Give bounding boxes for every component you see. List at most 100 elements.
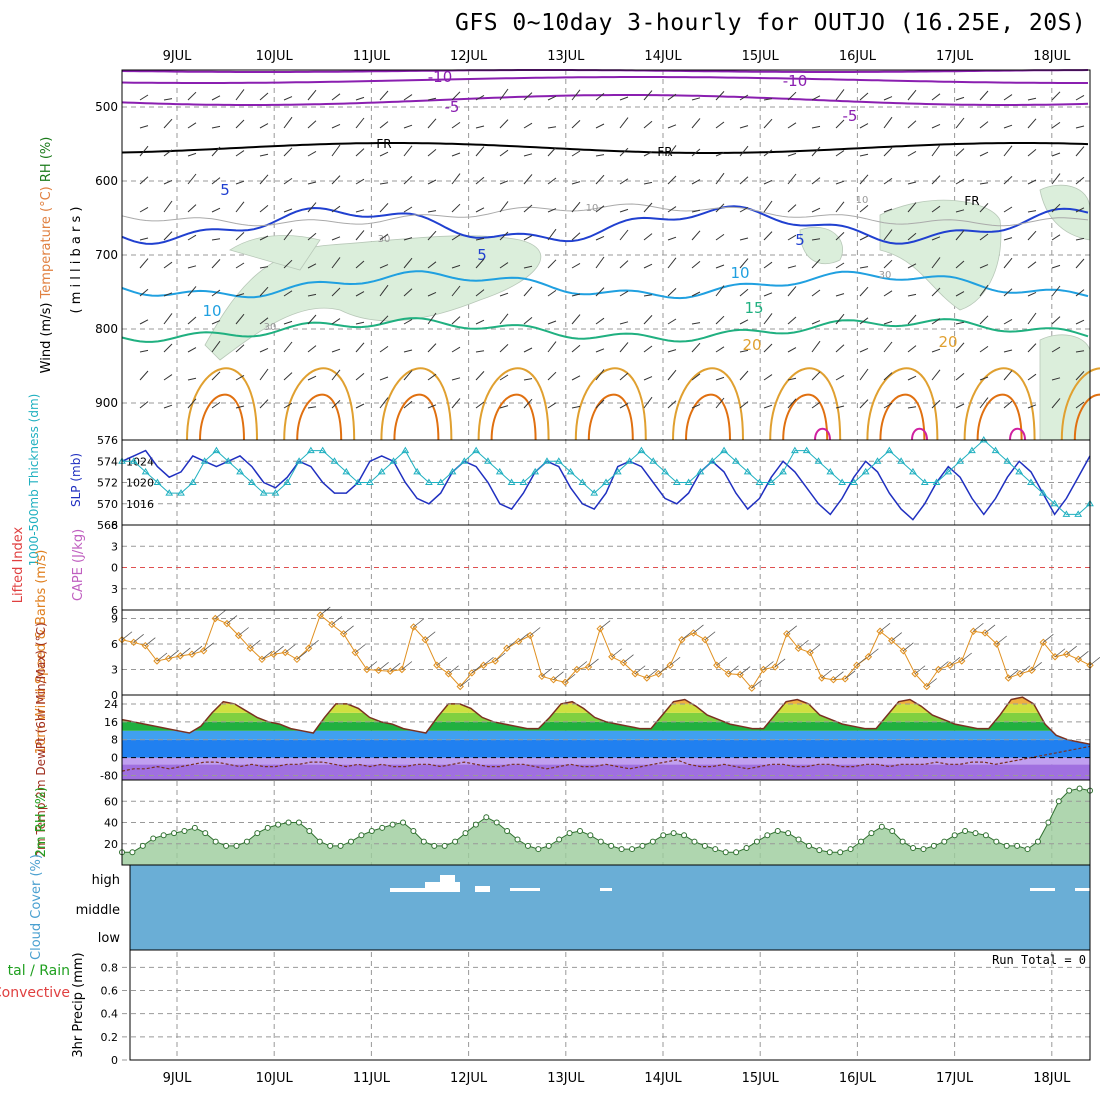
rh2m-point bbox=[191, 824, 198, 831]
wind-barb bbox=[835, 405, 845, 409]
cloud-tick-label: middle bbox=[76, 903, 120, 918]
wind-barb bbox=[379, 203, 389, 213]
wind-barb bbox=[499, 231, 509, 241]
wind-barb bbox=[379, 376, 389, 381]
temp-contour-10 bbox=[121, 270, 1089, 300]
wind-barb bbox=[571, 314, 581, 325]
thickness-point bbox=[448, 467, 457, 475]
thickness-point bbox=[460, 457, 469, 464]
wind-barb bbox=[379, 90, 389, 101]
wind10m-point bbox=[223, 619, 231, 628]
rh2m-point bbox=[701, 842, 708, 849]
wind-barb bbox=[763, 179, 773, 185]
thickness-point bbox=[897, 457, 906, 464]
wind-barb bbox=[211, 146, 221, 157]
wind-barb bbox=[1051, 234, 1061, 241]
wind-barb bbox=[163, 374, 173, 381]
wind-barb bbox=[643, 181, 653, 185]
wind-barb bbox=[211, 289, 221, 297]
wind-barb bbox=[1051, 91, 1061, 101]
rh2m-point bbox=[1076, 785, 1083, 792]
cape-ylabel: CAPE (J/kg) bbox=[71, 529, 86, 601]
wind10m-point bbox=[829, 675, 838, 684]
wind10m-barb bbox=[868, 648, 879, 658]
thickness-point bbox=[554, 457, 563, 464]
wind-barb bbox=[379, 345, 389, 353]
wind-barb bbox=[619, 372, 629, 381]
wind-barb bbox=[571, 405, 581, 409]
wind-barb bbox=[211, 238, 221, 241]
wind10m-barb bbox=[180, 647, 191, 657]
wind-barb bbox=[259, 153, 269, 157]
rh2m-point bbox=[899, 838, 906, 845]
wind-barb bbox=[259, 235, 269, 241]
wind10m-barb bbox=[378, 662, 389, 671]
wind-barb bbox=[667, 257, 677, 269]
wind10m-point bbox=[1016, 670, 1024, 678]
wind-barb bbox=[283, 96, 293, 101]
rh2m-point bbox=[171, 830, 178, 837]
thickness-point bbox=[1038, 489, 1047, 496]
temp-contour-30 bbox=[1009, 427, 1026, 441]
rh2m-point bbox=[441, 842, 448, 849]
thickness-point bbox=[318, 446, 327, 454]
wind-barb bbox=[955, 321, 965, 325]
wind-barb bbox=[835, 150, 845, 157]
wind-barb bbox=[523, 235, 533, 241]
thickness-point bbox=[1062, 510, 1071, 517]
wind-barb bbox=[451, 264, 461, 269]
wind-barb bbox=[547, 147, 557, 157]
wind-barb bbox=[211, 340, 221, 353]
wind10m-line bbox=[121, 614, 1091, 690]
wind10m-point bbox=[398, 665, 406, 674]
wind-barb bbox=[235, 344, 245, 353]
wind-barb bbox=[451, 173, 461, 185]
wind-barb bbox=[571, 344, 581, 353]
wind-barb bbox=[1003, 288, 1013, 297]
wind-barb bbox=[499, 292, 509, 297]
wind-barb bbox=[787, 234, 797, 241]
wind-barb bbox=[1003, 370, 1013, 381]
contour-label: 20 bbox=[938, 333, 957, 351]
wind-barb bbox=[235, 262, 245, 269]
wind-barb bbox=[547, 126, 557, 129]
wind-barb bbox=[211, 320, 221, 325]
wind-barb bbox=[187, 286, 197, 297]
rh2m-point bbox=[618, 846, 625, 853]
wind-barb bbox=[763, 118, 773, 129]
wind-barb bbox=[163, 292, 173, 297]
cape-tick-label: 0 bbox=[111, 562, 118, 575]
wind-barb bbox=[307, 202, 317, 213]
wind-barb bbox=[763, 343, 773, 353]
thickness-point bbox=[519, 478, 528, 485]
wind-barb bbox=[523, 347, 533, 353]
wind-barb bbox=[691, 97, 701, 101]
wind-barb bbox=[883, 372, 893, 381]
pressure-tick-label: 900 bbox=[95, 396, 118, 410]
wind-barb bbox=[955, 178, 965, 185]
wind-barb bbox=[883, 208, 893, 213]
wind10m-point bbox=[316, 611, 324, 619]
temp-band bbox=[122, 764, 1090, 780]
thickness-point bbox=[885, 446, 894, 454]
thickness-point bbox=[743, 467, 752, 475]
wind-barb bbox=[379, 284, 389, 297]
wind10m-point bbox=[164, 654, 173, 663]
wind-barb bbox=[667, 318, 677, 325]
wind10m-barb bbox=[669, 656, 681, 666]
wind-barb bbox=[643, 233, 653, 241]
wind-barb bbox=[451, 152, 461, 157]
wind-barb bbox=[475, 237, 485, 241]
wind-barb bbox=[691, 403, 701, 409]
thickness-point bbox=[531, 467, 540, 475]
wind-barb bbox=[307, 314, 317, 325]
wind-barb bbox=[811, 95, 821, 101]
wind10m-barb bbox=[949, 656, 961, 666]
contour-label: FR bbox=[964, 194, 979, 208]
wind10m-barb bbox=[273, 645, 284, 655]
rh2m-point bbox=[493, 819, 500, 826]
wind-barb bbox=[499, 201, 509, 213]
wind10m-point bbox=[526, 631, 534, 640]
wind-barb bbox=[379, 397, 389, 409]
wind-barb bbox=[523, 204, 533, 213]
